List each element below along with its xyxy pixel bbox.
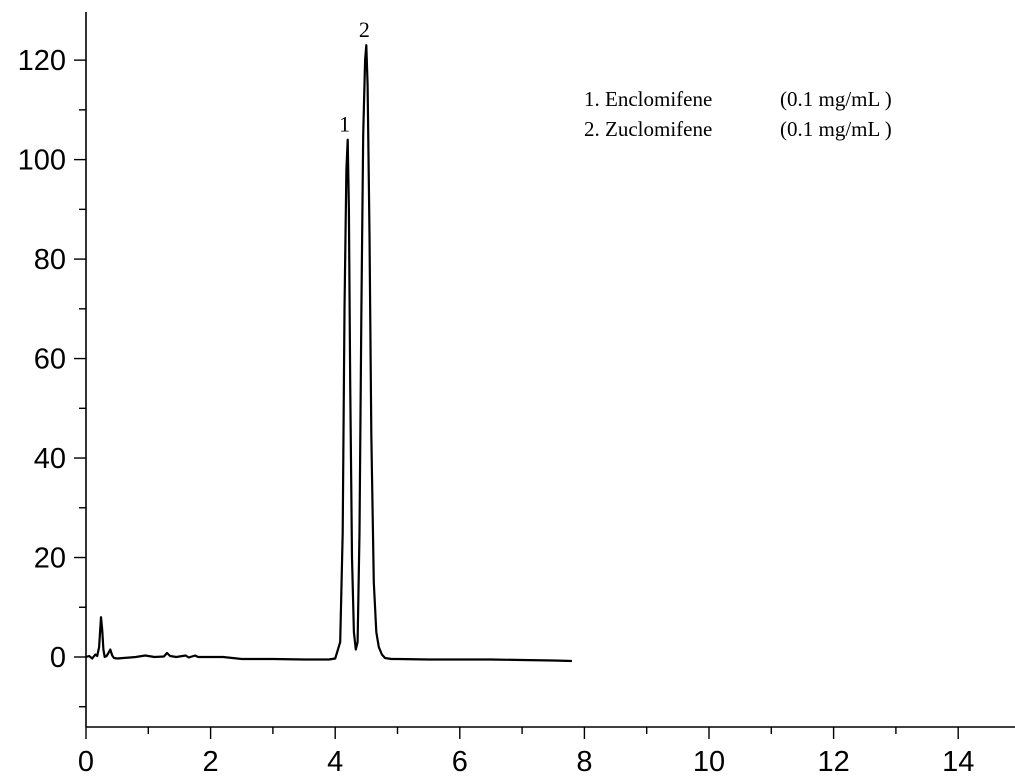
x-tick-label: 14 bbox=[942, 746, 974, 778]
y-tick-label: 80 bbox=[34, 244, 66, 276]
y-tick-labels: 0 20 40 60 80 100 120 bbox=[18, 45, 66, 674]
y-tick-label: 20 bbox=[34, 543, 66, 575]
legend-entry-2-conc: (0.1 mg/mL ) bbox=[780, 117, 892, 141]
major-ticks bbox=[74, 59, 959, 739]
x-tick-label: 8 bbox=[576, 746, 592, 778]
legend-entry-1-conc: (0.1 mg/mL ) bbox=[780, 87, 892, 111]
y-tick-label: 40 bbox=[34, 443, 66, 475]
minor-ticks bbox=[79, 109, 897, 734]
y-tick-label: 0 bbox=[50, 642, 66, 674]
x-tick-label: 0 bbox=[78, 746, 94, 778]
y-tick-label: 60 bbox=[34, 344, 66, 376]
y-tick-label: 120 bbox=[18, 45, 66, 77]
x-tick-label: 6 bbox=[452, 746, 468, 778]
x-tick-label: 2 bbox=[203, 746, 219, 778]
legend-entry-1-name: 1. Enclomifene bbox=[584, 87, 712, 111]
peak-label-1: 1 bbox=[339, 112, 350, 137]
y-tick-label: 100 bbox=[18, 145, 66, 177]
peak-label-2: 2 bbox=[359, 17, 370, 42]
x-tick-labels: 0 2 4 6 8 10 12 14 bbox=[78, 746, 974, 778]
legend: 1. Enclomifene (0.1 mg/mL ) 2. Zuclomife… bbox=[584, 87, 892, 141]
x-tick-label: 12 bbox=[817, 746, 849, 778]
x-tick-label: 4 bbox=[327, 746, 343, 778]
x-tick-label: 10 bbox=[693, 746, 725, 778]
legend-entry-2-name: 2. Zuclomifene bbox=[584, 117, 712, 141]
chromatogram-line bbox=[85, 44, 572, 663]
